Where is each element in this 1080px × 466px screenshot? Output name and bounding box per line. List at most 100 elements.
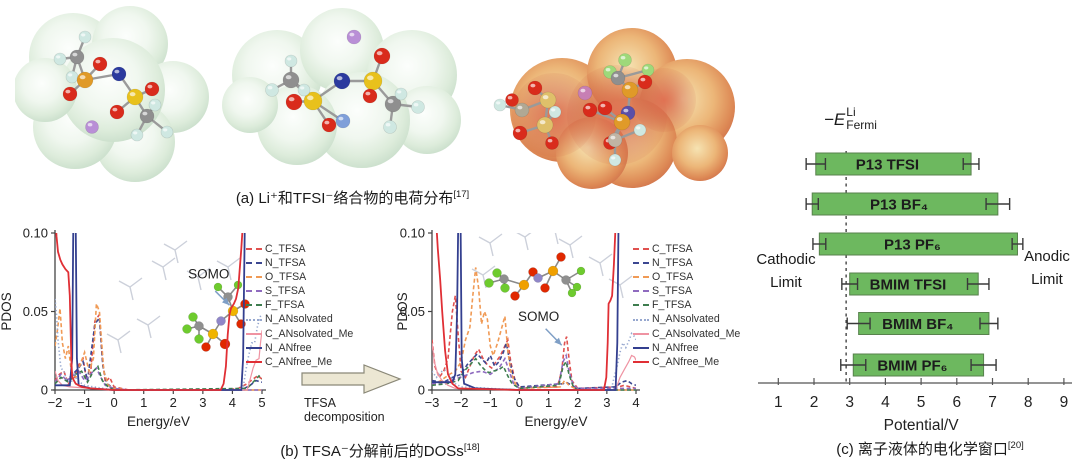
atom (492, 268, 502, 278)
legend-swatch-dotted-line-icon (633, 318, 649, 321)
hydrogen-atom (148, 98, 162, 112)
fermi-label-superscript: Li (846, 105, 856, 119)
legend-label: N_ANfree (265, 341, 312, 354)
carbon-atom (282, 71, 300, 89)
x-tick-label: 5 (917, 394, 926, 411)
pdos-series-O_TFSA (432, 267, 636, 391)
y-tick-label: 0 (418, 383, 425, 398)
legend-label: C_ANsolvated_Me (265, 327, 354, 340)
atom-highlight (542, 95, 549, 100)
atom (510, 291, 520, 301)
bar-label: P13 BF₄ (870, 197, 928, 214)
pdos-legend-before: C_TFSA N_TFSA O_TFSA S_TFSA F_TFSA N_ANsolvat… (246, 242, 353, 369)
caption-panel-b: (b) TFSA⁻分解前后的DOSs[18] (230, 440, 530, 461)
x-axis-label: Potential/V (884, 417, 960, 434)
atom-highlight (616, 117, 623, 122)
molecule-surface-3 (493, 28, 735, 189)
x-tick-label: −1 (483, 395, 498, 410)
hydrogen-atom (130, 128, 144, 142)
atom-highlight (65, 89, 71, 94)
atom-highlight (517, 105, 523, 110)
y-tick-label: 0.10 (400, 226, 425, 241)
caption-a-reference: [17] (453, 189, 470, 200)
legend-swatch-dashed-line-icon (246, 262, 262, 265)
skeleton-bond (197, 276, 202, 291)
x-tick-label: 7 (988, 394, 997, 411)
atom (182, 324, 192, 334)
skeleton-bond (588, 256, 601, 264)
atom (533, 273, 543, 283)
x-axis-label: Energy/eV (524, 414, 587, 429)
skeleton-bond (516, 233, 526, 238)
x-tick-label: 4 (881, 394, 890, 411)
nitrogen-atom (333, 72, 351, 90)
pdos-series-C_ANsolvated_Me (55, 330, 262, 391)
legend-label: C_ANsolvated_Me (652, 327, 741, 340)
atom-highlight (338, 116, 344, 121)
skeleton-bond (489, 233, 503, 244)
hydrogen-atom (297, 83, 311, 97)
skeleton-bond (569, 244, 574, 259)
atom-highlight (580, 88, 586, 93)
skeleton-bond (117, 330, 131, 341)
sulfur-atom (76, 71, 94, 89)
skeleton-bond (174, 240, 188, 251)
atom-highlight (507, 96, 513, 100)
skeleton-bond (599, 262, 604, 277)
skeleton-bond (162, 266, 167, 281)
legend-swatch-dashed-line-icon (246, 290, 262, 293)
bar-label: P13 PF₆ (884, 237, 941, 254)
atom-highlight (551, 108, 556, 112)
legend-swatch-dashed-line-icon (246, 248, 262, 251)
atom-highlight (133, 131, 138, 135)
legend-item-N_ANsolvated: N_ANsolvated (246, 312, 353, 326)
legend-label: N_ANsolvated (265, 313, 333, 326)
inset-solvent-skeleton (471, 233, 633, 299)
atom-highlight (620, 56, 626, 60)
atom-highlight (300, 86, 305, 90)
tfsa-decomposition-label: TFSA decomposition (304, 396, 385, 424)
fermi-label-subscript: Fermi (846, 118, 877, 132)
bar-label: BMIM PF₆ (877, 358, 947, 375)
caption-b-reference: [18] (463, 442, 480, 453)
caption-c-reference: [20] (1007, 440, 1024, 451)
atom-highlight (336, 76, 343, 81)
atom-highlight (397, 90, 402, 94)
lithium-atom (577, 85, 593, 101)
atom (561, 275, 571, 285)
skeleton-bond (554, 233, 559, 245)
somo-arrowhead-icon (221, 297, 230, 306)
atom-highlight (114, 69, 120, 74)
nitrogen-atom (111, 66, 127, 82)
oxygen-atom (321, 117, 337, 133)
pdos-series-C_ANfree_Me (435, 233, 617, 391)
anodic-line1: Anodic (1024, 248, 1070, 265)
legend-swatch-dotted-line-icon (246, 318, 262, 321)
lithium-atom (85, 120, 99, 134)
ball-stick-molecule (493, 53, 655, 167)
atom-highlight (95, 59, 101, 64)
atom-highlight (367, 75, 374, 81)
x-tick-label: 0 (111, 395, 118, 410)
atom (219, 338, 231, 350)
atom (572, 282, 582, 292)
x-tick-label: 0 (516, 395, 523, 410)
cathodic-line1: Cathodic (756, 251, 816, 268)
atom (201, 342, 211, 352)
skeleton-bond (174, 249, 179, 264)
ball-stick-molecule (265, 29, 425, 134)
bar-label: BMIM BF₄ (882, 316, 953, 333)
legend-swatch-dashed-line-icon (246, 276, 262, 279)
x-tick-label: 1 (774, 394, 783, 411)
legend-item-F_TFSA: F_TFSA (633, 298, 740, 312)
sulfur-atom (621, 81, 639, 99)
skeleton-bond (162, 257, 176, 268)
sulfur-atom (363, 71, 383, 91)
atom-highlight (81, 33, 86, 37)
atom (547, 265, 559, 277)
legend-label: N_TFSA (652, 257, 693, 270)
atom (528, 267, 538, 277)
hydrogen-atom (411, 100, 425, 114)
atom-highlight (605, 68, 611, 72)
legend-swatch-solid-line-icon (246, 360, 262, 363)
